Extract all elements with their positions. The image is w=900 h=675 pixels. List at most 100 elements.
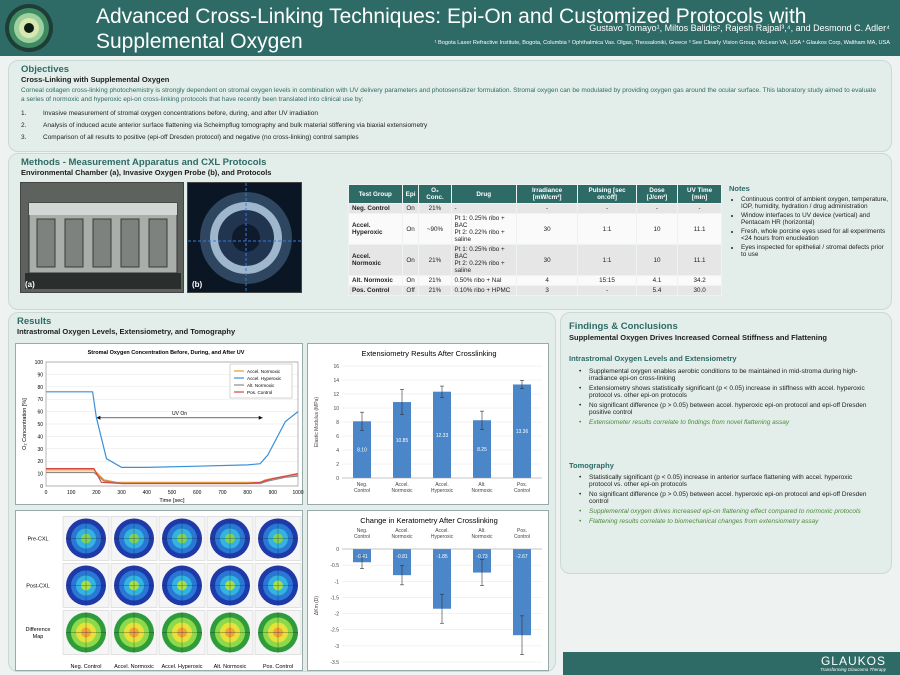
cell-irr: 3 (515, 285, 579, 296)
x-tick-label: 900 (269, 490, 278, 496)
cell-drug: - (450, 203, 517, 214)
cell-group: Alt. Normoxic (348, 275, 403, 286)
cell-puls: - (577, 203, 637, 214)
category-label: Pos. (517, 528, 527, 534)
cell-puls: - (577, 285, 637, 296)
uv-on-label: UV On (172, 411, 187, 417)
cell-puls: 1:1 (577, 213, 637, 245)
glaukos-logo: GLAUKOS Transforming Glaucoma Therapy (563, 652, 900, 675)
series-line-0 (46, 469, 299, 483)
cell-drug: 0.50% ribo + NaI (450, 275, 517, 286)
category-label: Normoxic (391, 488, 413, 494)
findings-subtitle: Supplemental Oxygen Drives Increased Cor… (569, 333, 827, 342)
cell-o2: 21% (418, 275, 452, 286)
y-tick-label: 90 (37, 372, 43, 378)
table-row: Accel. Hyperoxic On ~90% Pt 1: 0.25% ribo +… (348, 213, 722, 245)
cell-time: 11.1 (677, 244, 722, 276)
col-header: Dose [J/cm²] (635, 184, 679, 204)
cell-drug: Pt 1: 0.25% ribo + BAC Pt 2: 0.22% ribo +… (450, 213, 517, 245)
cell-puls: 1:1 (577, 244, 637, 276)
y-tick-label: 100 (35, 360, 44, 366)
data-label: -1.85 (436, 554, 448, 560)
note-item: Fresh, whole porcine eyes used for all e… (741, 228, 889, 242)
cell-o2: 21% (418, 244, 452, 276)
poster-title: Advanced Cross-Linking Techniques: Epi-O… (96, 5, 807, 53)
legend-entry: Accel. Hyperoxic (247, 376, 282, 381)
map-row-label: Map (33, 634, 44, 640)
cell-irr: 30 (515, 244, 579, 276)
cell-puls: 15:15 (577, 275, 637, 286)
y-tick-label: 0 (40, 484, 43, 490)
x-tick-label: 100 (67, 490, 76, 496)
category-label: Control (354, 534, 370, 540)
bar (473, 420, 491, 478)
cell-epi: On (401, 275, 420, 286)
y-tick-label: 60 (37, 410, 43, 416)
brand-tagline: Transforming Glaucoma Therapy (820, 667, 886, 672)
bar (433, 391, 451, 478)
data-label: -0.73 (476, 554, 488, 560)
oxygen-probe-photo: (b) (187, 182, 302, 293)
x-tick-label: 1000 (292, 490, 303, 496)
category-label: Accel. (435, 482, 449, 488)
tomography-maps-box: Pre-CXL Post-CXL Difference Map Neg. Control… (15, 510, 303, 671)
y-tick-label: 80 (37, 385, 43, 391)
authors: Gustavo Tomayo¹, Miltos Balidis², Rajesh… (589, 23, 890, 33)
finding-item: No significant difference (p > 0.05) bet… (579, 491, 877, 505)
col-header: O₂ Conc. (418, 184, 452, 204)
data-label: 8.10 (357, 448, 367, 454)
bar (513, 384, 531, 478)
cell-dose: 10 (635, 244, 679, 276)
data-label: -0.41 (356, 554, 368, 560)
x-tick-label: 700 (218, 490, 227, 496)
cell-drug: Pt 1: 0.25% ribo + BAC Pt 2: 0.22% ribo +… (450, 244, 517, 276)
y-tick-label: -3.5 (330, 660, 339, 666)
data-label: -0.81 (396, 554, 408, 560)
note-item: Eyes inspected for epithelial / stromal … (741, 244, 889, 258)
y-tick-label: 20 (37, 459, 43, 465)
methods-panel: Methods - Measurement Apparatus and CXL … (8, 153, 892, 310)
category-label: Alt. (478, 482, 485, 488)
col-header: Irradiance [mW/cm²] (515, 184, 579, 204)
map-col-label: Neg. Control (71, 664, 102, 670)
y-axis-label: O₂ Concentration [%] (22, 398, 28, 450)
keratometry-bar-chart: Change in Keratometry After Crosslinking… (314, 516, 542, 666)
map-col-label: Accel. Normoxic (114, 664, 154, 670)
cell-irr: 4 (515, 275, 579, 286)
category-label: Control (514, 534, 530, 540)
cell-dose: 5.4 (635, 285, 679, 296)
map-row-label: Post-CXL (26, 584, 50, 590)
col-header: UV Time [min] (677, 184, 722, 204)
finding-item: Extensiometer results correlate to findi… (579, 419, 877, 426)
data-label: 13.36 (516, 429, 529, 435)
finding-item: Extensiometry shows statistically signif… (579, 385, 877, 399)
bar (393, 402, 411, 478)
photo-b-label: (b) (192, 280, 203, 289)
x-tick-label: 500 (168, 490, 177, 496)
y-tick-label: -1 (335, 579, 340, 585)
y-tick-label: 16 (333, 364, 339, 370)
category-label: Normoxic (391, 534, 413, 540)
y-tick-label: -2 (335, 612, 340, 618)
eye-probe-illustration (188, 183, 301, 292)
cell-time: 30.0 (677, 285, 722, 296)
protocol-table: Test Group Epi O₂ Conc. Drug Irradiance … (348, 184, 722, 296)
category-label: Accel. (395, 482, 409, 488)
legend-entry: Alt. Normoxic (247, 383, 275, 388)
note-item: Continuous control of ambient oxygen, te… (741, 196, 889, 210)
brand-name: GLAUKOS (820, 654, 886, 668)
y-tick-label: 6 (336, 434, 339, 440)
series-line-1 (46, 391, 299, 468)
y-tick-label: 12 (333, 392, 339, 398)
data-label: 10.85 (396, 438, 409, 444)
finding-item: No significant difference (p > 0.05) bet… (579, 402, 877, 416)
cell-time: - (677, 203, 722, 214)
section-heading-oxygen: Intrastromal Oxygen Levels and Extensiom… (569, 354, 737, 363)
table-header-row: Test Group Epi O₂ Conc. Drug Irradiance … (348, 184, 722, 204)
cell-group: Accel. Hyperoxic (348, 213, 403, 245)
keratometry-chart-box: Change in Keratometry After Crosslinking… (307, 510, 549, 671)
notes-title: Notes (729, 184, 750, 193)
objective-item: 3. Comparison of all results to positive … (21, 134, 359, 141)
cell-o2: 21% (418, 285, 452, 296)
category-label: Neg. (357, 528, 368, 534)
